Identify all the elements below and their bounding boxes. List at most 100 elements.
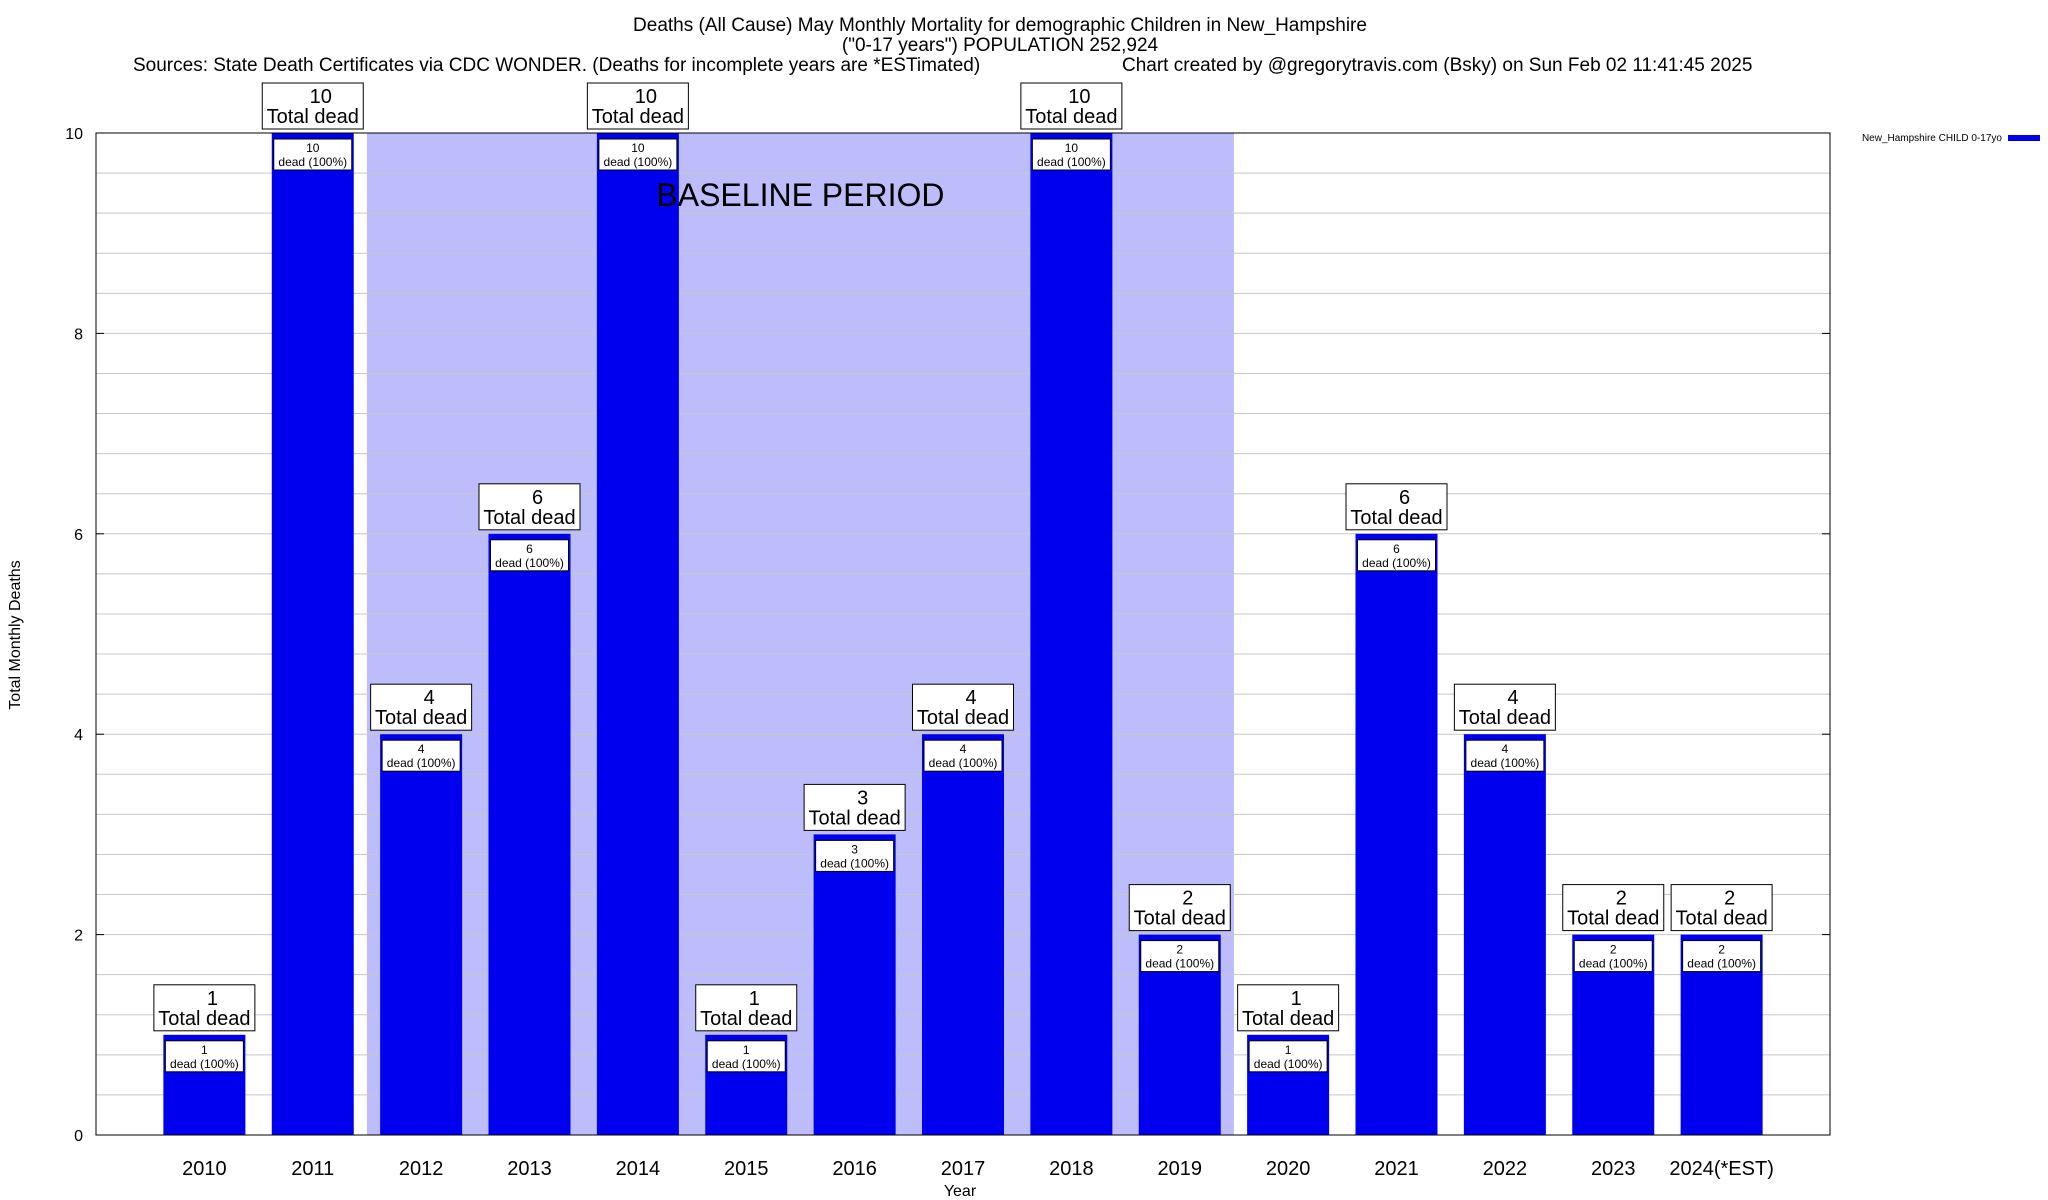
bar-total-value: 2 (1182, 888, 1193, 910)
x-tick-label: 2017 (941, 1158, 986, 1180)
bar-inner-label-box (1031, 138, 1111, 171)
legend: New_Hampshire CHILD 0-17yo (1862, 133, 2040, 144)
bar-inner-label-box (1682, 940, 1762, 973)
bar-total-label: Total dead (917, 707, 1009, 729)
x-tick-label: 2011 (291, 1158, 334, 1180)
bar (1030, 133, 1113, 1135)
bar-inner-value: 10 (631, 141, 645, 155)
bar-total-value: 2 (1724, 888, 1735, 910)
bar-total-box (1345, 483, 1448, 531)
plot-frame (95, 132, 1831, 1136)
bar-inner-value: 1 (743, 1043, 750, 1057)
x-tick-label: 2020 (1266, 1158, 1311, 1180)
bar-inner-value: 6 (1393, 542, 1400, 556)
baseline-period-label: BASELINE PERIOD (656, 177, 944, 213)
chart-credit: Chart created by @gregorytravis.com (Bsk… (1122, 55, 1752, 76)
bar-inner-label: dead (100%) (1687, 957, 1756, 971)
bar-inner-label: dead (100%) (387, 756, 456, 770)
chart-title-line1: Deaths (All Cause) May Monthly Mortality… (633, 15, 1367, 36)
x-tick-label: 2018 (1049, 1158, 1094, 1180)
y-tick-label: 4 (74, 727, 83, 744)
bar (488, 533, 571, 1135)
bar-inner-label: dead (100%) (1579, 957, 1648, 971)
bar-inner-label-box (598, 138, 678, 171)
x-tick-label: 2015 (724, 1158, 769, 1180)
bar-inner-label-box (1140, 940, 1220, 973)
bar-total-label: Total dead (1459, 707, 1551, 729)
bar-total-value: 6 (532, 487, 543, 509)
y-tick-label: 6 (74, 527, 83, 544)
y-axis-label: Total Monthly Deaths (7, 560, 24, 709)
bar-inner-label-box (381, 739, 461, 772)
bar-inner-label: dead (100%) (170, 1057, 239, 1071)
bar-inner-label-box (1357, 539, 1436, 572)
bar-inner-value: 1 (1285, 1043, 1292, 1057)
legend-label: New_Hampshire CHILD 0-17yo (1862, 133, 2002, 144)
x-tick-label: 2021 (1374, 1158, 1419, 1180)
bar-total-label: Total dead (592, 106, 684, 128)
bar-total-label: Total dead (1134, 908, 1226, 930)
bar-total-box (370, 683, 473, 731)
bar (380, 734, 463, 1135)
bar-total-value: 2 (1616, 888, 1627, 910)
bar-inner-label: dead (100%) (1362, 556, 1431, 570)
bar-inner-label-box (1465, 739, 1545, 772)
bar-total-value: 1 (1291, 988, 1302, 1010)
x-tick-label: 2019 (1158, 1158, 1203, 1180)
bar (922, 734, 1004, 1135)
x-ticks: 2010 2011 2012 2013 2014 2015 2016 2017 2018 2019… (182, 1158, 1774, 1180)
bar-total-box (1237, 984, 1340, 1032)
y-tick-label: 2 (74, 928, 83, 945)
bar-total-box (912, 683, 1014, 731)
bar-total-box (803, 783, 906, 831)
bar-total-box (1562, 884, 1665, 932)
x-tick-label: 2024(*EST) (1669, 1158, 1774, 1180)
x-tick-label: 2014 (616, 1158, 661, 1180)
bar-inner-label: dead (100%) (1254, 1057, 1323, 1071)
bar-inner-value: 4 (960, 742, 967, 756)
bar-total-label: Total dead (700, 1008, 792, 1030)
legend-swatch (2008, 135, 2040, 141)
bar (271, 133, 354, 1135)
bar-inner-label: dead (100%) (604, 155, 673, 169)
bar (1355, 533, 1438, 1135)
bar-inner-value: 4 (1502, 742, 1509, 756)
bar-total-value: 1 (207, 988, 218, 1010)
bar-total-value: 1 (749, 988, 760, 1010)
bar-total-box (1453, 683, 1556, 731)
bar-inner-value: 6 (526, 542, 533, 556)
bar-inner-label-box (1573, 940, 1653, 973)
x-axis-label: Year (944, 1183, 977, 1200)
bar-total-label: Total dead (1675, 908, 1767, 930)
bar-total-label: Total dead (375, 707, 467, 729)
bar-total-value: 10 (635, 86, 657, 108)
bar-total-label: Total dead (483, 507, 575, 529)
bar-total-box (478, 483, 581, 531)
bar-inner-value: 3 (851, 842, 858, 856)
x-tick-label: 2023 (1591, 1158, 1636, 1180)
bar-inner-value: 2 (1176, 943, 1183, 957)
bar-inner-label-box (815, 839, 895, 872)
bar (1463, 734, 1546, 1135)
bar-inner-label-box (273, 138, 353, 171)
bar-inner-value: 2 (1610, 943, 1617, 957)
bar-total-value: 4 (424, 687, 435, 709)
bar-total-value: 10 (1068, 86, 1090, 108)
bar-inner-label-box (164, 1040, 244, 1073)
bar-total-label: Total dead (158, 1008, 250, 1030)
x-tick-label: 2010 (182, 1158, 227, 1180)
y-tick-label: 8 (74, 326, 83, 343)
bar-inner-value: 1 (201, 1043, 208, 1057)
bar-total-label: Total dead (267, 106, 359, 128)
bar-total-value: 4 (965, 687, 976, 709)
